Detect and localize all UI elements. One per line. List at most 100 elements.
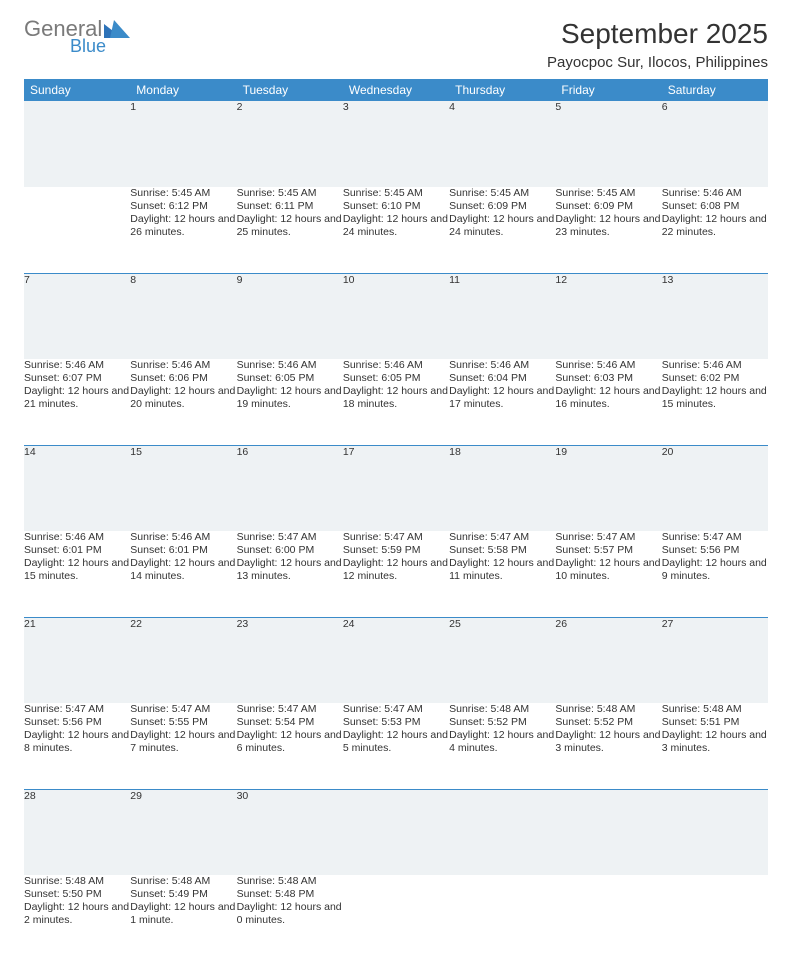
sunset-text: Sunset: 5:50 PM xyxy=(24,888,130,901)
sunrise-text: Sunrise: 5:46 AM xyxy=(130,531,236,544)
day-number: 22 xyxy=(130,617,236,703)
day-number: 3 xyxy=(343,101,449,187)
day-number: 4 xyxy=(449,101,555,187)
sunset-text: Sunset: 5:52 PM xyxy=(555,716,661,729)
daylight-text: Daylight: 12 hours and 26 minutes. xyxy=(130,213,236,239)
sunset-text: Sunset: 6:03 PM xyxy=(555,372,661,385)
sunset-text: Sunset: 5:56 PM xyxy=(662,544,768,557)
daylight-text: Daylight: 12 hours and 7 minutes. xyxy=(130,729,236,755)
day-cell: Sunrise: 5:46 AMSunset: 6:05 PMDaylight:… xyxy=(237,359,343,445)
day-number xyxy=(343,789,449,875)
sunset-text: Sunset: 6:09 PM xyxy=(555,200,661,213)
daylight-text: Daylight: 12 hours and 19 minutes. xyxy=(237,385,343,411)
sunset-text: Sunset: 6:12 PM xyxy=(130,200,236,213)
day-cell: Sunrise: 5:48 AMSunset: 5:51 PMDaylight:… xyxy=(662,703,768,789)
day-cell: Sunrise: 5:46 AMSunset: 6:07 PMDaylight:… xyxy=(24,359,130,445)
sunset-text: Sunset: 5:48 PM xyxy=(237,888,343,901)
daylight-text: Daylight: 12 hours and 12 minutes. xyxy=(343,557,449,583)
day-content-row: Sunrise: 5:48 AMSunset: 5:50 PM Daylight:… xyxy=(24,875,768,961)
day-number: 30 xyxy=(237,789,343,875)
day-number: 16 xyxy=(237,445,343,531)
sunrise-text: Sunrise: 5:47 AM xyxy=(449,531,555,544)
day-number: 11 xyxy=(449,273,555,359)
daylight-text: Daylight: 12 hours and 6 minutes. xyxy=(237,729,343,755)
day-header: Wednesday xyxy=(343,79,449,101)
sunrise-text: Sunrise: 5:48 AM xyxy=(662,703,768,716)
day-cell: Sunrise: 5:48 AMSunset: 5:52 PMDaylight:… xyxy=(449,703,555,789)
sunrise-text: Sunrise: 5:46 AM xyxy=(662,359,768,372)
day-number: 13 xyxy=(662,273,768,359)
daylight-text: Daylight: 12 hours and 3 minutes. xyxy=(662,729,768,755)
day-number: 20 xyxy=(662,445,768,531)
day-cell: Sunrise: 5:45 AMSunset: 6:10 PMDaylight:… xyxy=(343,187,449,273)
sunrise-text: Sunrise: 5:46 AM xyxy=(24,531,130,544)
sunrise-text: Sunrise: 5:47 AM xyxy=(662,531,768,544)
sunrise-text: Sunrise: 5:46 AM xyxy=(662,187,768,200)
day-cell: Sunrise: 5:48 AMSunset: 5:48 PMDaylight:… xyxy=(237,875,343,961)
daylight-text: Daylight: 12 hours and 20 minutes. xyxy=(130,385,236,411)
header: General Blue September 2025 Payocpoc Sur… xyxy=(24,18,768,71)
sunrise-text: Sunrise: 5:47 AM xyxy=(343,531,449,544)
sunrise-text: Sunrise: 5:48 AM xyxy=(449,703,555,716)
day-header: Sunday xyxy=(24,79,130,101)
day-header: Thursday xyxy=(449,79,555,101)
sunrise-text: Sunrise: 5:48 AM xyxy=(24,875,130,888)
day-cell: Sunrise: 5:47 AMSunset: 5:54 PMDaylight:… xyxy=(237,703,343,789)
sunrise-text: Sunrise: 5:46 AM xyxy=(24,359,130,372)
day-cell: Sunrise: 5:47 AMSunset: 5:56 PMDaylight:… xyxy=(662,531,768,617)
title-block: September 2025 Payocpoc Sur, Ilocos, Phi… xyxy=(547,18,768,71)
sunrise-text: Sunrise: 5:46 AM xyxy=(130,359,236,372)
day-number: 24 xyxy=(343,617,449,703)
day-number: 26 xyxy=(555,617,661,703)
day-number: 28 xyxy=(24,789,130,875)
day-cell: Sunrise: 5:47 AMSunset: 5:53 PMDaylight:… xyxy=(343,703,449,789)
day-number: 8 xyxy=(130,273,236,359)
day-content-row: Sunrise: 5:45 AMSunset: 6:12 PMDaylight:… xyxy=(24,187,768,273)
sunrise-text: Sunrise: 5:48 AM xyxy=(555,703,661,716)
sunrise-text: Sunrise: 5:45 AM xyxy=(555,187,661,200)
logo-block: General Blue xyxy=(24,18,132,57)
day-cell: Sunrise: 5:46 AMSunset: 6:08 PMDaylight:… xyxy=(662,187,768,273)
day-cell: Sunrise: 5:46 AMSunset: 6:01 PMDaylight:… xyxy=(130,531,236,617)
day-number xyxy=(449,789,555,875)
day-cell: Sunrise: 5:45 AMSunset: 6:09 PMDaylight:… xyxy=(449,187,555,273)
sunset-text: Sunset: 6:08 PM xyxy=(662,200,768,213)
day-number: 18 xyxy=(449,445,555,531)
sunrise-text: Sunrise: 5:45 AM xyxy=(449,187,555,200)
daylight-text: Daylight: 12 hours and 0 minutes. xyxy=(237,901,343,927)
sunset-text: Sunset: 6:00 PM xyxy=(237,544,343,557)
day-cell: Sunrise: 5:47 AMSunset: 5:58 PMDaylight:… xyxy=(449,531,555,617)
sunrise-text: Sunrise: 5:47 AM xyxy=(237,531,343,544)
sunrise-text: Sunrise: 5:47 AM xyxy=(130,703,236,716)
day-number: 5 xyxy=(555,101,661,187)
day-cell: Sunrise: 5:46 AMSunset: 6:04 PMDaylight:… xyxy=(449,359,555,445)
day-cell: Sunrise: 5:47 AMSunset: 5:55 PMDaylight:… xyxy=(130,703,236,789)
daylight-text: Daylight: 12 hours and 21 minutes. xyxy=(24,385,130,411)
daylight-text: Daylight: 12 hours and 24 minutes. xyxy=(449,213,555,239)
sunrise-text: Sunrise: 5:47 AM xyxy=(237,703,343,716)
daylight-text: Daylight: 12 hours and 13 minutes. xyxy=(237,557,343,583)
day-number-row: 123456 xyxy=(24,101,768,187)
day-cell xyxy=(662,875,768,961)
sunset-text: Sunset: 5:55 PM xyxy=(130,716,236,729)
sunset-text: Sunset: 6:05 PM xyxy=(343,372,449,385)
day-number xyxy=(555,789,661,875)
daylight-text: Daylight: 12 hours and 17 minutes. xyxy=(449,385,555,411)
sunset-text: Sunset: 5:54 PM xyxy=(237,716,343,729)
sunrise-text: Sunrise: 5:45 AM xyxy=(343,187,449,200)
day-cell: Sunrise: 5:47 AMSunset: 6:00 PMDaylight:… xyxy=(237,531,343,617)
day-cell: Sunrise: 5:47 AMSunset: 5:59 PMDaylight:… xyxy=(343,531,449,617)
day-content-row: Sunrise: 5:47 AMSunset: 5:56 PMDaylight:… xyxy=(24,703,768,789)
day-cell xyxy=(343,875,449,961)
day-cell: Sunrise: 5:46 AMSunset: 6:01 PMDaylight:… xyxy=(24,531,130,617)
sunset-text: Sunset: 5:59 PM xyxy=(343,544,449,557)
daylight-text: Daylight: 12 hours and 15 minutes. xyxy=(662,385,768,411)
day-cell: Sunrise: 5:46 AMSunset: 6:03 PMDaylight:… xyxy=(555,359,661,445)
daylight-text: Daylight: 12 hours and 8 minutes. xyxy=(24,729,130,755)
day-number: 25 xyxy=(449,617,555,703)
sunset-text: Sunset: 6:01 PM xyxy=(130,544,236,557)
day-number xyxy=(662,789,768,875)
day-cell xyxy=(555,875,661,961)
day-cell: Sunrise: 5:46 AMSunset: 6:05 PMDaylight:… xyxy=(343,359,449,445)
day-cell: Sunrise: 5:48 AMSunset: 5:50 PMDaylight:… xyxy=(24,875,130,961)
